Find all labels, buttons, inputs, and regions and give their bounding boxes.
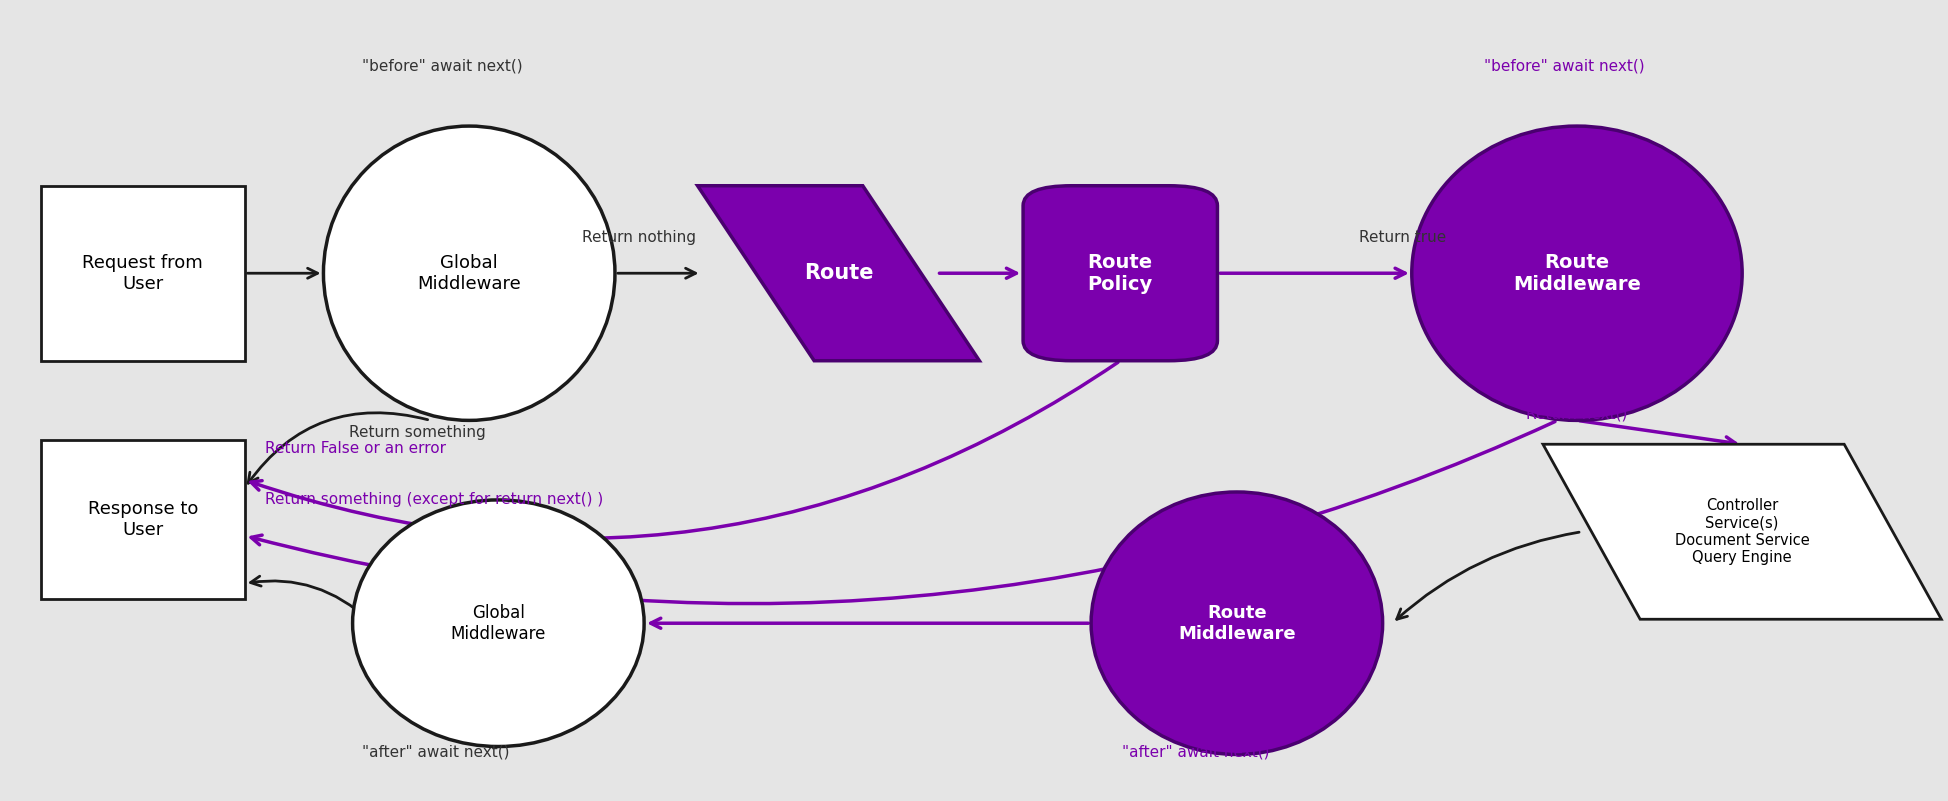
Text: Controller
Service(s)
Document Service
Query Engine: Controller Service(s) Document Service Q…: [1673, 498, 1808, 566]
Text: Return nothing: Return nothing: [582, 230, 695, 245]
Text: Return something: Return something: [349, 425, 485, 440]
Text: "before" await next(): "before" await next(): [362, 59, 522, 74]
Text: "after" await next(): "after" await next(): [362, 745, 510, 759]
FancyBboxPatch shape: [41, 186, 245, 360]
Text: Response to
User: Response to User: [88, 501, 199, 539]
Text: Global
Middleware: Global Middleware: [450, 604, 545, 642]
Text: Return False or an error: Return False or an error: [265, 441, 446, 456]
Polygon shape: [1543, 445, 1940, 619]
Ellipse shape: [1410, 126, 1742, 421]
Text: "after" await next(): "after" await next(): [1122, 745, 1268, 759]
FancyBboxPatch shape: [41, 441, 245, 599]
Ellipse shape: [323, 126, 616, 421]
Text: Route
Policy: Route Policy: [1087, 253, 1153, 294]
Text: Route: Route: [803, 264, 873, 284]
Ellipse shape: [1091, 492, 1381, 755]
Text: Return nothing
or
Return next(): Return nothing or Return next(): [1519, 372, 1632, 421]
FancyBboxPatch shape: [1023, 186, 1218, 360]
Polygon shape: [697, 186, 978, 360]
Text: Return something (except for return next() ): Return something (except for return next…: [265, 493, 604, 507]
Text: Return true: Return true: [1358, 230, 1445, 245]
Text: Request from
User: Request from User: [82, 254, 203, 292]
Text: "before" await next(): "before" await next(): [1482, 59, 1644, 74]
Ellipse shape: [353, 500, 643, 747]
Text: Global
Middleware: Global Middleware: [417, 254, 520, 292]
Text: Route
Middleware: Route Middleware: [1177, 604, 1295, 642]
Text: Route
Middleware: Route Middleware: [1512, 253, 1640, 294]
